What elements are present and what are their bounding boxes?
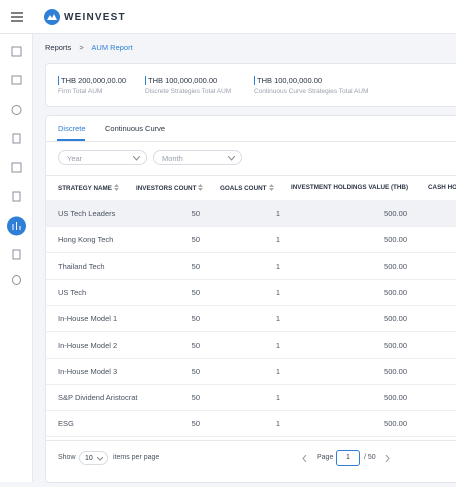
table-cell: 50 bbox=[191, 235, 200, 245]
table-row: Thailand Tech 50 1 500.00 bbox=[46, 253, 456, 280]
table-cell: 500.00 bbox=[384, 366, 407, 376]
table-row: ESG 50 1 500.00 bbox=[46, 410, 456, 438]
tab[interactable]: Continuous Curve bbox=[105, 124, 166, 133]
table-cell: 1 bbox=[275, 419, 281, 429]
year-select[interactable]: Year bbox=[58, 150, 147, 165]
table-cell: 1 bbox=[275, 340, 281, 350]
table-cell: 500.00 bbox=[384, 287, 407, 297]
stat: THB 100,000,000.00 Discrete Strategies To… bbox=[145, 76, 231, 95]
menu-icon[interactable] bbox=[11, 12, 23, 22]
table-row: In-House Model 1 50 1 500.00 bbox=[46, 305, 456, 333]
footer-divider bbox=[46, 440, 456, 441]
page-label: Page bbox=[317, 454, 334, 461]
tab-divider bbox=[46, 141, 456, 142]
table-cell: ESG bbox=[58, 419, 74, 429]
table-cell: 50 bbox=[191, 366, 200, 376]
table-cell: 1 bbox=[275, 366, 281, 376]
stat: THB 100,00,000.00 Continuous Curve Strate… bbox=[254, 76, 368, 95]
select-placeholder: Month bbox=[162, 154, 183, 163]
table-cell: In-House Model 3 bbox=[58, 366, 118, 376]
per-page-label: items per page bbox=[113, 454, 160, 461]
column-title: GOALS COUNT bbox=[220, 185, 267, 192]
table-cell: 50 bbox=[191, 261, 200, 271]
page-size: 10 bbox=[85, 455, 93, 462]
sidebar bbox=[0, 34, 33, 482]
table-cell: 50 bbox=[191, 419, 200, 429]
table-cell: 500.00 bbox=[384, 261, 407, 271]
column-title: INVESTMENT HOLDINGS VALUE (THB) bbox=[291, 184, 409, 191]
breadcrumb-item[interactable]: Reports bbox=[45, 43, 72, 52]
column-header: CASH HO bbox=[428, 184, 456, 191]
page-input[interactable]: 1 bbox=[336, 450, 360, 466]
month-select[interactable]: Month bbox=[153, 150, 242, 165]
table-cell: 1 bbox=[275, 209, 281, 218]
column-header: STRATEGY NAME bbox=[58, 184, 119, 192]
table-cell: 500.00 bbox=[384, 419, 407, 429]
table-row: Hong Kong Tech 50 1 500.00 bbox=[46, 226, 456, 254]
top-bar: WEINVEST bbox=[0, 0, 456, 34]
next-page[interactable] bbox=[385, 455, 390, 462]
table-cell: In-House Model 1 bbox=[58, 314, 118, 324]
breadcrumb-current: AUM Report bbox=[91, 43, 133, 52]
page-size-select[interactable]: 10 bbox=[79, 451, 108, 465]
logo-icon bbox=[44, 9, 60, 25]
table-cell: Hong Kong Tech bbox=[58, 235, 114, 245]
table-row: In-House Model 2 50 1 500.00 bbox=[46, 332, 456, 359]
column-title: INVESTORS COUNT bbox=[136, 185, 197, 192]
stat-label: Discrete Strategies Total AUM bbox=[145, 88, 232, 95]
prev-page[interactable] bbox=[302, 455, 307, 462]
table-cell: Thailand Tech bbox=[58, 261, 105, 271]
sidebar-icons bbox=[7, 46, 26, 285]
stat: THB 200,000,00.00 Firm Total AUM bbox=[58, 76, 126, 95]
breadcrumb: Reports > AUM Report bbox=[45, 43, 133, 52]
table-cell: 500.00 bbox=[384, 314, 407, 324]
table-row: S&P Dividend Aristocrat 50 1 500.00 bbox=[46, 384, 456, 412]
table-cell: 50 bbox=[191, 287, 200, 297]
table-cell: 1 bbox=[275, 314, 281, 324]
table-cell: 50 bbox=[191, 393, 200, 403]
table-row: US Tech 50 1 500.00 bbox=[46, 279, 456, 306]
select-placeholder: Year bbox=[67, 154, 83, 163]
summary-card: THB 200,000,00.00 Firm Total AUM THB 100,… bbox=[45, 63, 456, 107]
table-cell: 1 bbox=[275, 393, 281, 403]
table-cell: US Tech bbox=[58, 287, 87, 297]
table-cell: 500.00 bbox=[384, 235, 407, 245]
column-header: GOALS COUNT bbox=[220, 184, 274, 192]
table-cell: 50 bbox=[191, 314, 200, 324]
table-cell: In-House Model 2 bbox=[58, 340, 118, 350]
table-cell: S&P Dividend Aristocrat bbox=[58, 393, 138, 403]
table-cell: US Tech Leaders bbox=[58, 209, 116, 218]
stat-label: Firm Total AUM bbox=[58, 88, 103, 95]
table-cell: 500.00 bbox=[384, 340, 407, 350]
table-cell: 1 bbox=[275, 287, 281, 297]
stat-value: THB 200,000,00.00 bbox=[58, 76, 126, 85]
tab-underline bbox=[57, 139, 85, 141]
table-cell: 1 bbox=[275, 235, 281, 245]
table-cell: 50 bbox=[191, 340, 200, 350]
stat-value: THB 100,000,000.00 bbox=[145, 76, 231, 85]
column-header: INVESTORS COUNT bbox=[136, 184, 204, 192]
column-title: STRATEGY NAME bbox=[58, 185, 112, 192]
table-cell: 500.00 bbox=[384, 393, 407, 403]
total-pages: / 50 bbox=[364, 454, 376, 461]
table-row: US Tech Leaders 50 1 500.00 bbox=[46, 200, 456, 227]
table-cell: 1 bbox=[275, 261, 281, 271]
table-cell: 50 bbox=[191, 209, 200, 218]
stat-value: THB 100,00,000.00 bbox=[254, 76, 368, 85]
stat-label: Continuous Curve Strategies Total AUM bbox=[254, 88, 369, 95]
brand: WEINVEST bbox=[64, 12, 126, 23]
show-label: Show bbox=[58, 454, 76, 461]
table-cell: 500.00 bbox=[384, 209, 407, 218]
column-header: INVESTMENT HOLDINGS VALUE (THB) bbox=[291, 184, 408, 191]
tab-active[interactable]: Discrete bbox=[58, 124, 86, 133]
column-title: CASH HO bbox=[428, 184, 456, 191]
table-row: In-House Model 3 50 1 500.00 bbox=[46, 358, 456, 385]
